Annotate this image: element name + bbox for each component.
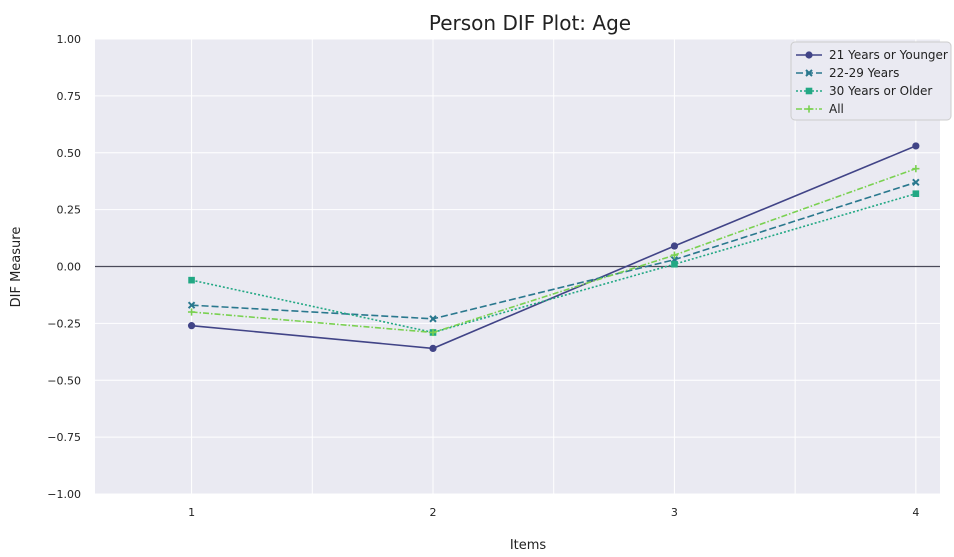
y-tick-labels: −1.00 −0.75 −0.50 −0.25 0.00 0.25 0.50 0.75 1.00 xyxy=(47,33,81,501)
series-1 xyxy=(187,142,920,352)
y-tick-label: 0.00 xyxy=(57,261,82,274)
legend-marker xyxy=(805,51,813,59)
x-tick-label: 2 xyxy=(430,506,437,519)
legend-entry: 30 Years or Older xyxy=(796,84,932,98)
legend-entry: 22-29 Years xyxy=(796,66,899,80)
y-tick-label: −0.50 xyxy=(47,374,81,387)
series-point xyxy=(187,308,196,316)
x-tick-label: 3 xyxy=(671,506,678,519)
series-point xyxy=(187,322,196,330)
series-point xyxy=(671,260,678,268)
legend-entry: All xyxy=(796,102,844,116)
legend-marker xyxy=(805,105,813,113)
y-tick-label: −1.00 xyxy=(47,488,81,501)
series-line xyxy=(191,167,917,334)
y-tick-label: 0.75 xyxy=(57,90,82,103)
series-point xyxy=(188,276,195,284)
legend-marker xyxy=(805,87,813,95)
y-tick-label: 1.00 xyxy=(57,33,82,46)
x-tick-label: 1 xyxy=(188,506,195,519)
series-line xyxy=(191,192,917,334)
series-point xyxy=(912,142,920,150)
series-point xyxy=(429,315,437,323)
x-tick-label: 4 xyxy=(912,506,919,519)
x-tick-labels: 1 2 3 4 xyxy=(188,506,919,519)
y-tick-label: −0.25 xyxy=(47,317,81,330)
series-point xyxy=(187,301,196,309)
y-axis-label: DIF Measure xyxy=(9,227,24,308)
series-layer xyxy=(187,142,920,352)
series-4 xyxy=(187,165,920,337)
legend-marker xyxy=(805,69,813,77)
y-tick-label: 0.25 xyxy=(57,204,82,217)
series-point xyxy=(429,328,437,337)
legend-label: 21 Years or Younger xyxy=(829,48,948,62)
y-tick-label: 0.50 xyxy=(57,147,82,160)
x-axis-label: Items xyxy=(510,538,547,553)
series-line xyxy=(191,145,917,350)
legend-box xyxy=(790,41,952,121)
series-point xyxy=(912,190,920,197)
legend-label: All xyxy=(829,102,844,116)
series-point xyxy=(912,178,920,187)
legend: 21 Years or Younger 22-29 Years 30 Years o… xyxy=(790,41,952,121)
chart-title: Person DIF Plot: Age xyxy=(429,11,631,35)
series-line xyxy=(191,181,917,320)
y-tick-label: −0.75 xyxy=(47,431,81,444)
series-point xyxy=(912,165,920,173)
legend-label: 30 Years or Older xyxy=(829,84,932,98)
series-point xyxy=(670,242,679,250)
legend-entry: 21 Years or Younger xyxy=(796,48,948,62)
series-point xyxy=(670,251,679,259)
grid xyxy=(95,38,940,495)
legend-label: 22-29 Years xyxy=(829,66,899,80)
series-point xyxy=(429,344,437,352)
